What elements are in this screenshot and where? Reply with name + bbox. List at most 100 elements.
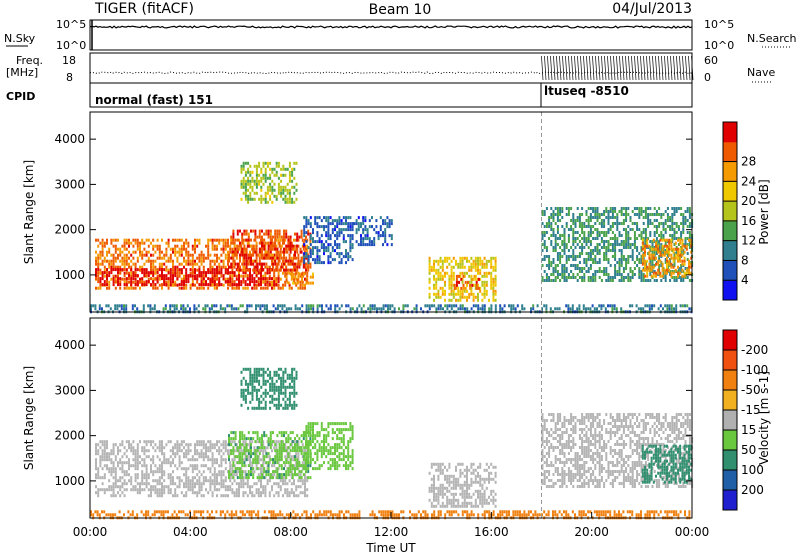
heatmap-cell <box>305 216 308 220</box>
heatmap-cell <box>556 237 559 240</box>
nave-stroke <box>592 55 595 81</box>
heatmap-cell <box>132 274 135 278</box>
heatmap-cell <box>681 274 684 278</box>
heatmap-cell <box>200 482 203 486</box>
heatmap-cell <box>280 191 283 195</box>
heatmap-cell <box>228 473 230 477</box>
heatmap-cell <box>316 234 319 238</box>
heatmap-cell <box>369 307 372 311</box>
heatmap-cell <box>295 161 298 165</box>
heatmap-cell <box>481 292 484 296</box>
heatmap-cell <box>176 277 179 281</box>
heatmap-cell <box>492 256 495 260</box>
heatmap-cell <box>609 304 612 308</box>
heatmap-cell <box>357 216 360 220</box>
heatmap-cell <box>295 188 298 192</box>
heatmap-cell <box>686 243 689 246</box>
heatmap-cell <box>98 307 101 311</box>
heatmap-cell <box>196 473 199 477</box>
heatmap-cell <box>276 232 279 236</box>
heatmap-cell <box>169 256 172 260</box>
heatmap-cell <box>211 268 214 272</box>
heatmap-cell <box>565 258 568 261</box>
heatmap-cell <box>205 449 207 453</box>
heatmap-cell <box>240 274 243 278</box>
heatmap-cell <box>325 225 328 229</box>
heatmap-cell <box>286 167 289 171</box>
heatmap-cell <box>461 259 464 263</box>
heatmap-cell <box>262 488 265 492</box>
heatmap-cell <box>255 286 258 290</box>
heatmap-cell <box>627 237 630 240</box>
heatmap-cell <box>147 274 150 278</box>
heatmap-cell <box>552 273 555 276</box>
heatmap-cell <box>250 253 252 257</box>
heatmap-cell <box>228 253 230 257</box>
heatmap-cell <box>488 298 490 302</box>
heatmap-cell <box>373 243 376 247</box>
heatmap-cell <box>331 219 334 223</box>
heatmap-cell <box>283 247 285 251</box>
heatmap-cell <box>114 443 117 447</box>
heatmap-cell <box>169 440 172 444</box>
heatmap-cell <box>253 244 256 248</box>
heatmap-cell <box>304 473 306 477</box>
heatmap-cell <box>207 455 210 459</box>
heatmap-cell <box>242 161 245 165</box>
heatmap-cell <box>338 222 341 226</box>
heatmap-cell <box>119 485 122 489</box>
heatmap-cell <box>150 271 152 275</box>
heatmap-cell <box>108 265 111 269</box>
heatmap-cell <box>548 261 551 264</box>
heatmap-cell <box>629 246 632 249</box>
heatmap-cell <box>123 271 126 275</box>
heatmap-cell <box>185 253 188 257</box>
heatmap-cell <box>563 276 566 279</box>
heatmap-cell <box>312 249 314 253</box>
heatmap-cell <box>267 235 270 239</box>
heatmap-cell <box>211 274 214 278</box>
heatmap-cell <box>295 488 298 492</box>
heatmap-cell <box>644 274 646 278</box>
heatmap-cell <box>207 253 210 257</box>
heatmap-cell <box>264 449 267 453</box>
heatmap-cell <box>250 238 252 242</box>
heatmap-cell <box>132 250 135 254</box>
heatmap-cell <box>331 246 334 250</box>
heatmap-cell <box>598 231 601 234</box>
heatmap-cell <box>368 225 371 229</box>
heatmap-cell <box>156 479 159 483</box>
heatmap-cell <box>541 258 544 261</box>
heatmap-cell <box>165 265 168 269</box>
heatmap-cell <box>154 286 157 290</box>
heatmap-cell <box>545 249 548 252</box>
heatmap-cell <box>290 286 293 290</box>
heatmap-cell <box>204 307 207 311</box>
heatmap-cell <box>620 252 623 255</box>
heatmap-cell <box>286 188 289 192</box>
heatmap-cell <box>625 240 628 243</box>
heatmap-cell <box>279 479 282 483</box>
heatmap-cell <box>209 253 212 257</box>
heatmap-cell <box>290 491 293 495</box>
heatmap-cell <box>683 256 686 260</box>
heatmap-cell <box>550 240 553 243</box>
heatmap-cell <box>263 232 266 236</box>
heatmap-cell <box>117 452 119 456</box>
heatmap-cell <box>267 229 270 233</box>
heatmap-cell <box>128 443 130 447</box>
heatmap-cell <box>485 262 488 266</box>
heatmap-cell <box>430 265 433 269</box>
heatmap-cell <box>251 470 254 474</box>
heatmap-cell <box>681 244 684 248</box>
heatmap-cell <box>106 274 108 278</box>
heatmap-cell <box>205 283 207 287</box>
heatmap-cell <box>134 277 137 281</box>
heatmap-cell <box>364 228 367 232</box>
heatmap-cell <box>258 259 261 263</box>
heatmap-cell <box>196 443 199 447</box>
heatmap-cell <box>250 262 252 266</box>
heatmap-cell <box>128 458 130 462</box>
heatmap-cell <box>490 274 493 278</box>
heatmap-cell <box>230 473 233 477</box>
